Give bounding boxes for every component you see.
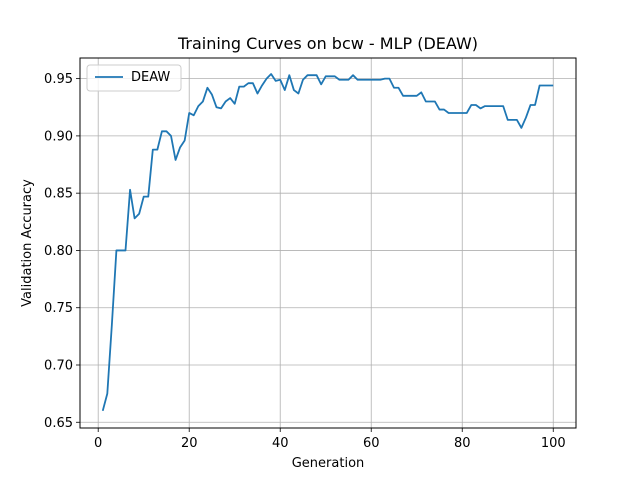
- x-tick-label: 40: [272, 436, 289, 451]
- grid: [80, 58, 576, 428]
- y-tick-label: 0.85: [44, 187, 73, 202]
- x-axis: 0 20 40 60 80 100: [94, 428, 566, 451]
- legend: DEAW: [86, 64, 182, 92]
- x-tick-label: 80: [454, 436, 471, 451]
- series-lines: [101, 73, 554, 412]
- x-tick-label: 60: [363, 436, 380, 451]
- x-tick-label: 20: [181, 436, 198, 451]
- legend-box: [86, 64, 182, 92]
- plot-frame: [79, 57, 577, 429]
- chart-title: Training Curves on bcw - MLP (DEAW): [177, 34, 478, 53]
- y-tick-label: 0.70: [44, 358, 73, 373]
- y-tick-label: 0.75: [44, 301, 73, 316]
- legend-label-deaw: DEAW: [131, 70, 170, 85]
- y-axis-label: Validation Accuracy: [20, 179, 35, 307]
- y-tick-label: 0.90: [44, 129, 73, 144]
- series-line-deaw: [101, 73, 554, 412]
- y-tick-label: 0.80: [44, 244, 73, 259]
- x-tick-label: 100: [541, 436, 566, 451]
- x-tick-label: 0: [94, 436, 102, 451]
- y-tick-label: 0.65: [44, 416, 73, 431]
- x-axis-label: Generation: [292, 456, 365, 471]
- y-tick-label: 0.95: [44, 72, 73, 87]
- y-axis: 0.65 0.70 0.75 0.80 0.85 0.90 0.95: [44, 72, 80, 431]
